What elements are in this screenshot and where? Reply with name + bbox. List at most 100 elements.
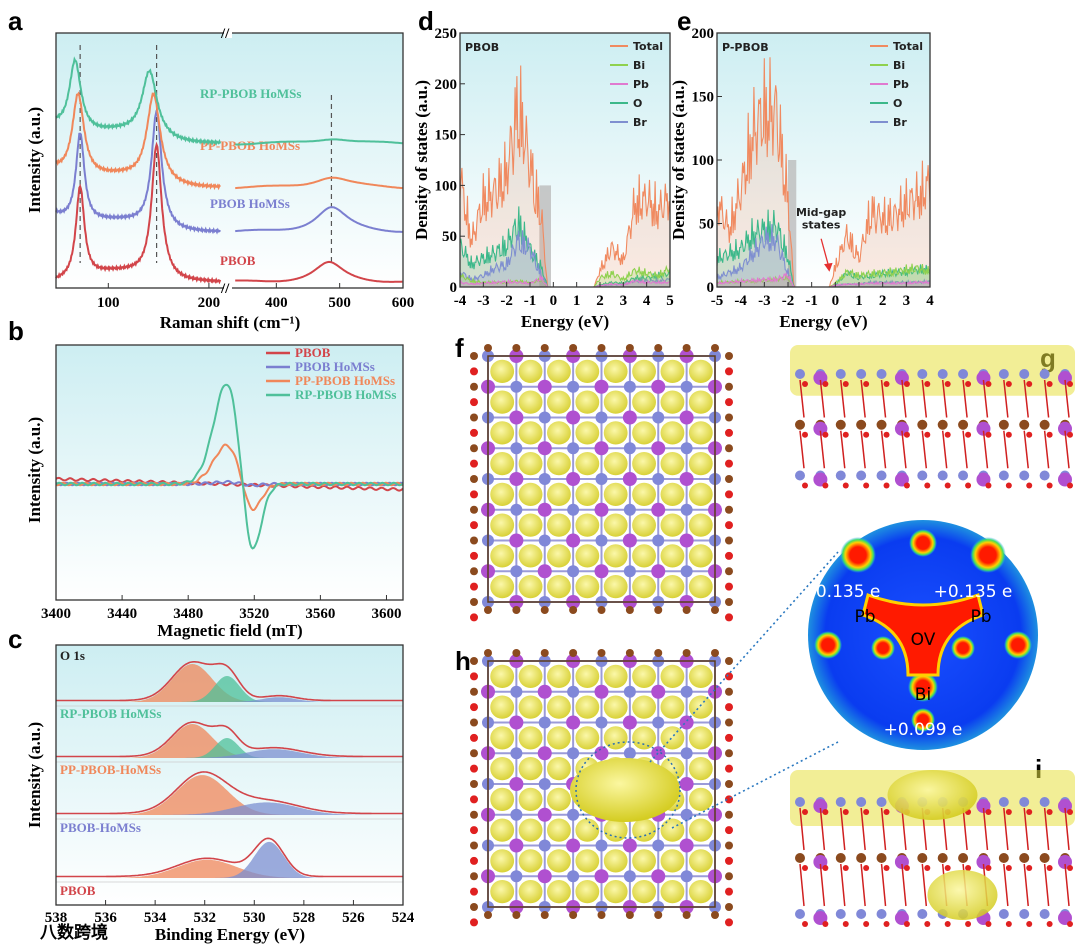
charge-label: +0.135 e [934,582,1013,602]
o-atom [725,428,733,437]
x-tick-label: 2 [596,293,604,309]
pb-atom [680,747,693,760]
bond [901,863,907,907]
zoom-connector-line [671,741,839,829]
bond [799,863,805,907]
br-atom [470,567,478,576]
o-atom [985,921,992,927]
br-atom [654,649,663,657]
bond [819,430,826,469]
br-atom [725,475,733,483]
br-atom [725,810,733,819]
o-atom [802,381,808,387]
o-atom [883,921,890,927]
o-atom [985,809,992,815]
br-atom [725,718,733,727]
xps-series-label: PP-PBOB-HoMSs [60,762,161,777]
charge-density-isosurface [688,544,713,568]
charge-density-isosurface [660,359,685,384]
charge-blob [840,537,876,573]
epr-plot-frame [55,344,404,601]
charge-density-isosurface [547,849,571,873]
charge-density-isosurface [518,421,543,445]
bond [921,379,928,418]
bi-atom [594,379,609,394]
o-atom [1046,809,1053,815]
charge-density-isosurface [518,695,543,719]
o-atom [725,764,733,773]
bond [860,863,866,907]
br-atom [725,413,733,422]
charge-density-isosurface [575,544,600,568]
o-atom [822,482,829,489]
bond [941,430,948,469]
br-atom [470,475,478,483]
charge-density-isosurface [632,879,656,904]
o-atom [842,921,849,927]
charge-density-isosurface [688,664,713,689]
mid-gap-annotation: Mid-gap [796,206,846,219]
br-atom [725,536,733,545]
atom [958,853,969,863]
o-atom [1046,865,1053,871]
atom [998,470,1009,481]
atom [998,419,1009,430]
charge-density-isosurface [688,482,713,507]
xps-envelope-line [56,771,403,815]
atom-label-ov: OV [911,630,936,650]
atom [1039,797,1050,807]
atom-label-pb: Pb [970,607,991,627]
br-atom [654,911,663,919]
x-tick-label: 1 [573,293,581,309]
xps-title: O 1s [60,648,85,663]
x-tick-label: -5 [711,293,724,309]
watermark: 八数跨境 [40,922,108,942]
pb-atom [623,380,636,393]
o-atom [470,918,478,927]
bond [1023,379,1029,418]
charge-label: +0.099 e [884,720,963,740]
bond [860,379,866,418]
charge-blob [909,529,937,557]
xps-envelope-line [56,837,403,878]
pb-atom [680,808,693,821]
o-atom [470,795,478,804]
dos-fill-br [460,230,670,287]
y-tick-label: 50 [442,229,457,245]
bi-atom [509,410,524,425]
bond [1064,430,1070,469]
charge-density-isosurface [660,482,685,507]
o-atom [802,809,808,815]
o-atom [470,613,478,622]
o-atom [725,398,733,407]
x-tick-label: -1 [805,293,818,309]
o-atom [863,482,870,489]
atom [1039,419,1050,430]
bi-atom [594,746,609,761]
o-atom [883,431,890,438]
legend-label-bi: Bi [633,59,645,72]
atom [795,853,805,863]
panel-label-f: f [455,333,464,363]
vacancy-charge-isosurface [927,870,998,920]
o-atom [725,613,733,622]
atom [795,909,805,919]
charge-density-isosurface [518,849,543,873]
y-tick-label: 100 [435,178,458,194]
charge-density-isosurface [547,726,571,750]
charge-density-isosurface [575,574,600,599]
o-atom [725,887,733,896]
atom [937,419,948,430]
charge-density-isosurface [490,818,515,842]
bond [1043,863,1050,907]
charge-density-isosurface [490,726,515,750]
br-atom [512,911,521,919]
bond [819,807,826,851]
x-tick-label: 200 [198,295,221,311]
o-atom [924,482,931,489]
atom-label-bi: Bi [915,685,931,705]
o-atom [725,367,733,376]
o-atom [725,459,733,468]
charge-density-isosurface [660,421,685,445]
br-atom [625,911,634,919]
